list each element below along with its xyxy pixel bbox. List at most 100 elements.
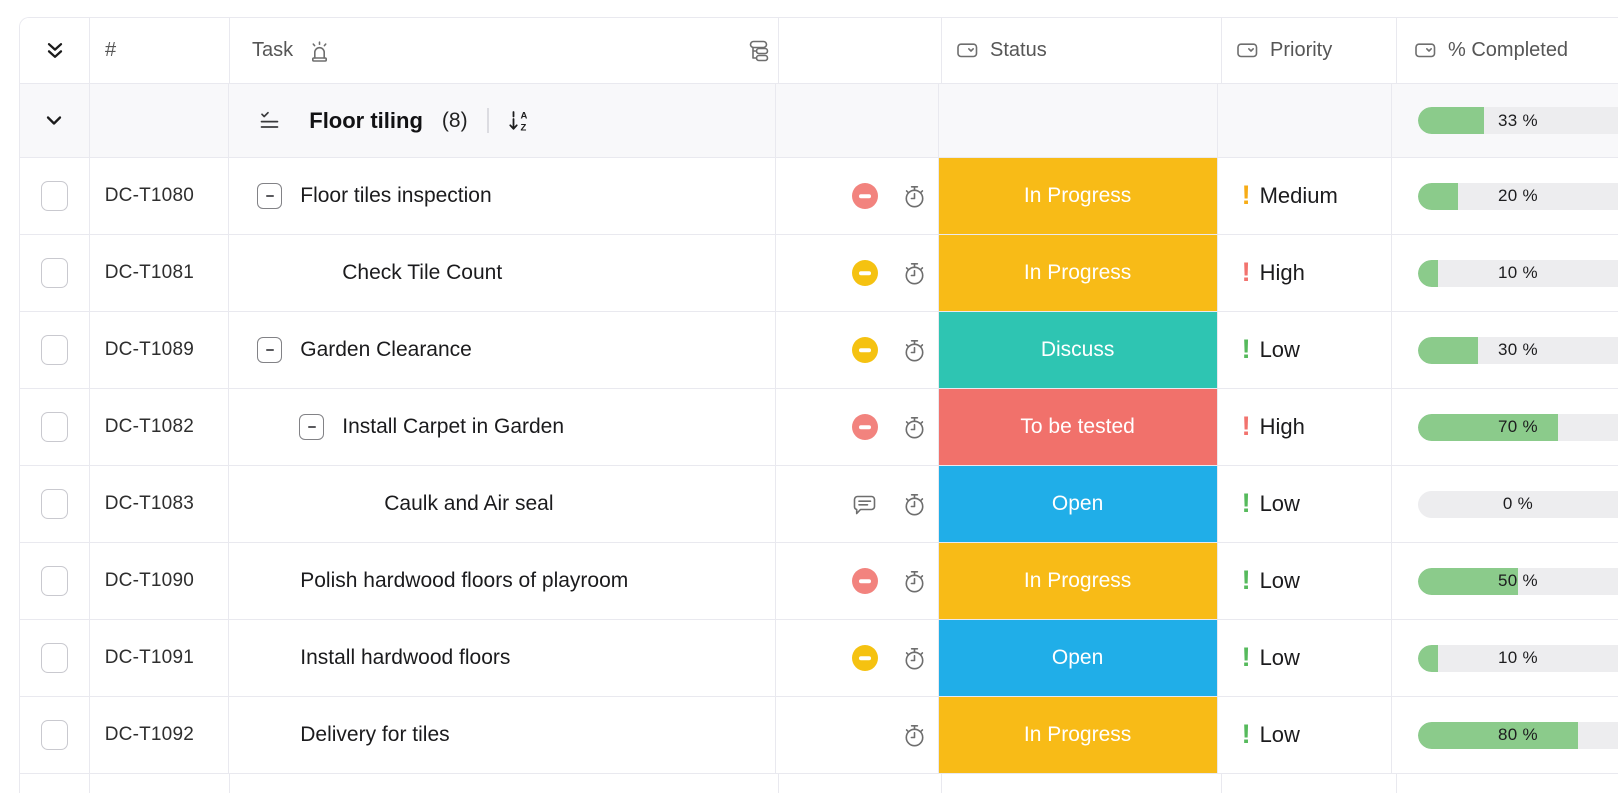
timer-icon[interactable] (901, 568, 928, 595)
tree-icon[interactable] (746, 38, 772, 63)
task-name[interactable]: Check Tile Count (342, 261, 503, 284)
progress-bar[interactable]: 70 % (1417, 413, 1618, 441)
task-flags-cell (776, 389, 939, 465)
timer-icon[interactable] (901, 414, 928, 441)
priority-column-header[interactable]: Priority (1222, 18, 1397, 83)
subtask-toggle[interactable] (257, 337, 283, 363)
task-column-header[interactable]: Task (230, 18, 779, 83)
subtask-toggle[interactable] (299, 414, 325, 440)
row-checkbox[interactable] (40, 258, 68, 288)
select-cell (20, 389, 90, 465)
row-checkbox[interactable] (40, 181, 68, 211)
status-badge[interactable]: In Progress (938, 158, 1217, 234)
subtask-toggle[interactable] (257, 183, 283, 209)
blocked-indicator-icon (851, 260, 878, 286)
percent-cell: 20 % (1392, 158, 1618, 234)
priority-cell[interactable]: Low (1218, 620, 1392, 696)
priority-cell[interactable]: Medium (1218, 158, 1392, 234)
task-row: DC-T1089 Garden Clearance Discuss (20, 312, 1618, 389)
progress-bar[interactable]: 0 % (1417, 490, 1618, 518)
task-table: # Task Status (19, 17, 1618, 793)
sort-az-icon[interactable]: A Z (506, 108, 532, 134)
task-name-cell: Install Carpet in Garden (229, 389, 777, 465)
percent-cell: 30 % (1392, 312, 1618, 388)
priority-cell[interactable]: Low (1218, 312, 1392, 388)
chevron-down-icon[interactable] (44, 115, 64, 127)
task-row: DC-T1082 Install Carpet in Garden To be … (20, 389, 1618, 466)
status-cell: Open (938, 620, 1218, 696)
priority-cell[interactable]: High (1218, 389, 1392, 465)
collapse-all-cell[interactable] (20, 18, 90, 83)
progress-bar[interactable]: 30 % (1417, 336, 1618, 364)
priority-cell[interactable]: Low (1218, 697, 1392, 773)
progress-bar[interactable]: 10 % (1417, 644, 1618, 672)
status-cell: In Progress (938, 158, 1218, 234)
group-name[interactable]: Floor tiling (309, 107, 423, 133)
group-percent-cell: 33 % (1392, 84, 1618, 157)
status-badge[interactable]: Discuss (938, 312, 1217, 388)
task-name[interactable]: Garden Clearance (300, 338, 472, 361)
timer-icon[interactable] (901, 645, 928, 672)
timer-icon[interactable] (901, 260, 928, 287)
progress-bar[interactable]: 50 % (1417, 567, 1618, 595)
row-checkbox[interactable] (40, 720, 68, 750)
status-badge[interactable]: In Progress (938, 543, 1217, 619)
priority-exclamation-icon (1242, 721, 1251, 748)
row-checkbox[interactable] (40, 643, 68, 673)
progress-fill (1417, 259, 1438, 287)
row-checkbox[interactable] (40, 489, 68, 519)
status-badge[interactable]: Open (938, 620, 1217, 696)
timer-icon[interactable] (901, 722, 928, 749)
id-column-header[interactable]: # (90, 18, 230, 83)
row-checkbox[interactable] (40, 566, 68, 596)
task-name[interactable]: Delivery for tiles (300, 723, 450, 746)
progress-bar[interactable]: 80 % (1417, 721, 1618, 749)
status-badge[interactable]: In Progress (938, 697, 1217, 773)
progress-bar[interactable]: 20 % (1417, 182, 1618, 210)
status-badge[interactable]: In Progress (938, 235, 1217, 311)
task-name[interactable]: Caulk and Air seal (384, 492, 554, 515)
priority-cell[interactable]: Low (1218, 466, 1392, 542)
progress-label: 10 % (1498, 648, 1538, 667)
partial-row (20, 774, 1618, 793)
status-cell: In Progress (938, 235, 1218, 311)
percent-cell: 80 % (1392, 697, 1618, 773)
timer-icon[interactable] (901, 491, 928, 518)
task-flags-cell (776, 235, 939, 311)
dropdown-field-icon[interactable] (1415, 43, 1436, 58)
priority-cell[interactable]: High (1218, 235, 1392, 311)
task-id: DC-T1089 (104, 339, 194, 360)
percent-column-header[interactable]: % Completed (1397, 18, 1618, 83)
task-name-cell: Polish hardwood floors of playroom (229, 543, 777, 619)
task-id: DC-T1083 (104, 493, 194, 514)
priority-label: High (1259, 414, 1305, 439)
dropdown-field-icon[interactable] (1237, 43, 1258, 58)
status-badge[interactable]: To be tested (938, 389, 1217, 465)
row-checkbox[interactable] (40, 412, 68, 442)
group-progress-bar[interactable]: 33 % (1418, 107, 1618, 134)
task-id: DC-T1082 (104, 416, 194, 437)
svg-text:A: A (520, 110, 527, 121)
timer-icon[interactable] (901, 337, 928, 364)
status-badge[interactable]: Open (938, 466, 1217, 542)
task-group-row: Floor tiling (8) A Z 33 % (20, 84, 1618, 158)
task-id-cell: DC-T1091 (90, 620, 230, 696)
group-status-cell (939, 84, 1218, 157)
status-column-header[interactable]: Status (942, 18, 1222, 83)
task-name[interactable]: Floor tiles inspection (300, 184, 492, 207)
dropdown-field-icon[interactable] (957, 43, 978, 58)
group-priority-cell (1218, 84, 1392, 157)
timer-icon[interactable] (901, 183, 928, 210)
comment-icon[interactable] (851, 491, 878, 518)
double-chevron-down-icon[interactable] (44, 41, 66, 61)
row-checkbox[interactable] (40, 335, 68, 365)
priority-cell[interactable]: Low (1218, 543, 1392, 619)
progress-fill (1417, 644, 1438, 672)
task-name[interactable]: Polish hardwood floors of playroom (300, 569, 629, 592)
progress-bar[interactable]: 10 % (1417, 259, 1618, 287)
task-name[interactable]: Install hardwood floors (300, 646, 511, 669)
task-name[interactable]: Install Carpet in Garden (342, 415, 565, 438)
percent-cell: 10 % (1392, 620, 1618, 696)
priority-label: Low (1259, 568, 1300, 593)
group-collapse-cell[interactable] (20, 84, 90, 157)
